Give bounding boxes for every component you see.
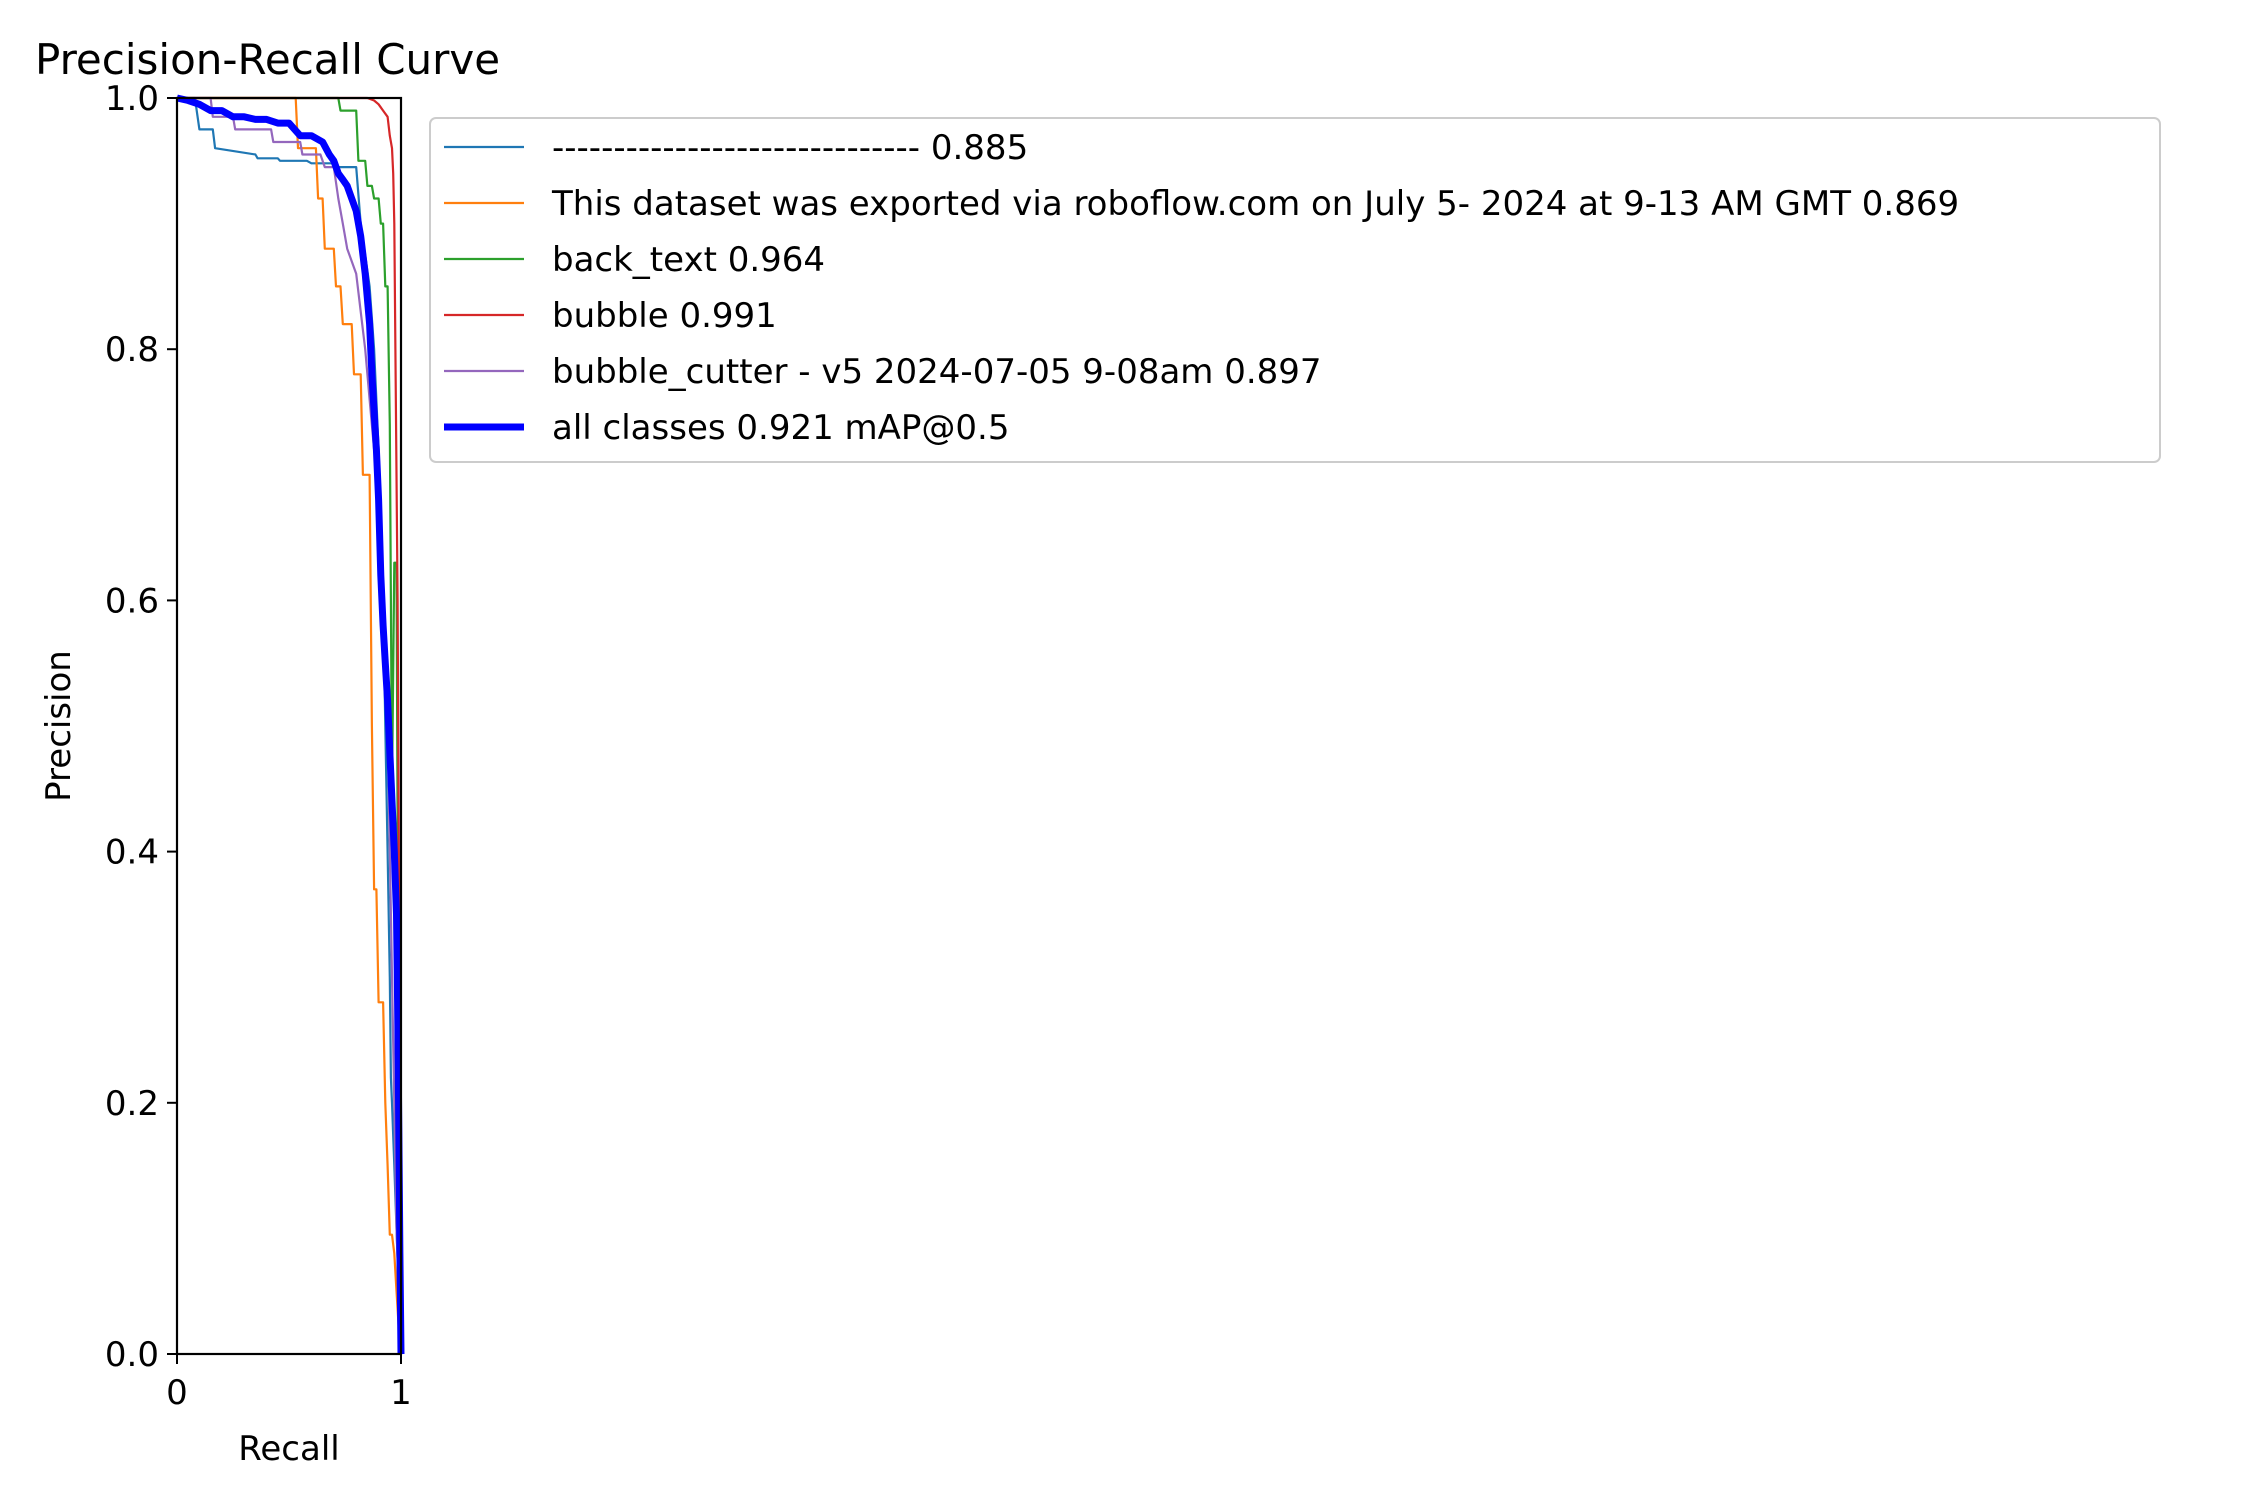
y-tick-label: 0.6 — [105, 581, 159, 621]
chart-title: Precision-Recall Curve — [35, 35, 500, 84]
legend-label-5: bubble_cutter - v5 2024-07-05 9-08am 0.8… — [552, 352, 1322, 392]
plot-frame — [175, 96, 403, 1356]
legend-label-1: ------------------------------ 0.885 — [552, 128, 1028, 168]
legend-label-6: all classes 0.921 mAP@0.5 — [552, 408, 1009, 448]
legend-label-3: back_text 0.964 — [552, 240, 825, 280]
y-tick-label: 0.8 — [105, 330, 159, 370]
y-tick-label: 1.0 — [105, 79, 159, 119]
x-tick-label: 0 — [166, 1373, 188, 1413]
series-line-6 — [176, 94, 405, 1355]
y-axis-ticks: 0.0 0.2 0.4 0.6 0.8 1.0 — [105, 79, 177, 1375]
series-line-4 — [177, 96, 403, 1355]
legend-label-4: bubble 0.991 — [552, 296, 777, 336]
y-tick-label: 0.4 — [105, 833, 159, 873]
series-line-5 — [177, 96, 403, 1355]
legend: ------------------------------ 0.885 This… — [429, 117, 2161, 463]
plot-area — [177, 98, 401, 1354]
y-tick-label: 0.0 — [105, 1335, 159, 1375]
series-line-1 — [177, 96, 403, 1355]
series-line-3 — [177, 96, 403, 1355]
y-axis-label: Precision — [39, 650, 79, 802]
series-layer — [176, 94, 405, 1355]
x-tick-label: 1 — [390, 1373, 412, 1413]
series-line-2 — [177, 96, 403, 1355]
legend-box — [429, 117, 2161, 463]
y-tick-label: 0.2 — [105, 1084, 159, 1124]
legend-label-2: This dataset was exported via roboflow.c… — [551, 184, 1959, 224]
x-axis-label: Recall — [238, 1429, 339, 1469]
